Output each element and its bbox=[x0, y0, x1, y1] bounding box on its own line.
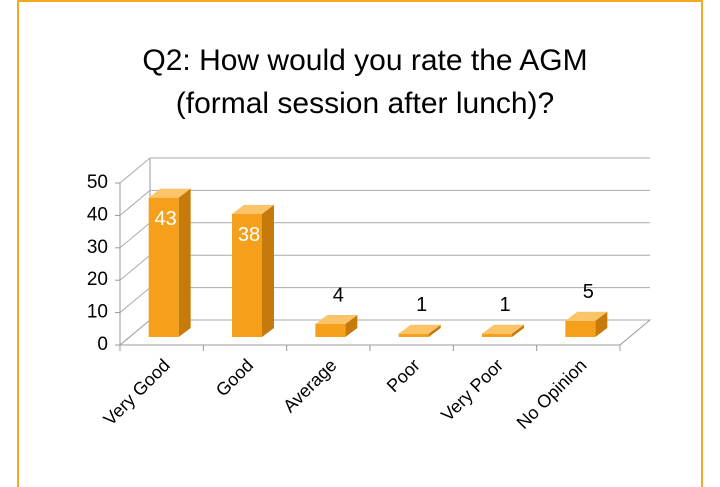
bar bbox=[232, 213, 262, 337]
grid-line bbox=[119, 254, 151, 281]
bar-side bbox=[512, 324, 524, 337]
y-tick-label: 20 bbox=[87, 269, 108, 290]
chart-title: (formal session after lunch)? bbox=[176, 87, 555, 120]
grid-line bbox=[119, 190, 151, 216]
value-label: 43 bbox=[155, 208, 177, 230]
chart-title: Q2: How would you rate the AGM bbox=[142, 44, 587, 77]
grid-line bbox=[119, 222, 151, 249]
value-label: 1 bbox=[416, 294, 427, 316]
bar-top bbox=[482, 324, 524, 334]
y-tick-label: 50 bbox=[87, 172, 108, 193]
bar-top bbox=[232, 204, 274, 214]
y-tick-label: 10 bbox=[87, 302, 108, 323]
y-tick-label: 40 bbox=[87, 204, 108, 225]
bar-side bbox=[345, 315, 358, 337]
bar-top bbox=[148, 188, 191, 198]
bar-side bbox=[595, 311, 608, 337]
bar-side bbox=[428, 324, 441, 337]
grid-line bbox=[119, 287, 151, 313]
grid-line bbox=[119, 157, 151, 184]
bar-side bbox=[262, 204, 274, 337]
bar-top bbox=[315, 315, 358, 325]
y-tick-label: 30 bbox=[87, 237, 108, 258]
frame bbox=[17, 0, 703, 487]
value-label: 38 bbox=[238, 224, 260, 246]
bar bbox=[148, 197, 179, 337]
y-tick-label: 0 bbox=[97, 334, 108, 355]
bar bbox=[482, 333, 512, 337]
value-label: 5 bbox=[583, 281, 594, 303]
grid-line bbox=[119, 319, 151, 346]
bar-side bbox=[178, 188, 191, 337]
bar bbox=[565, 320, 596, 337]
value-label: 1 bbox=[499, 294, 510, 316]
bar-top bbox=[565, 311, 608, 321]
bar bbox=[315, 324, 346, 337]
bar-top bbox=[398, 324, 441, 334]
bar bbox=[398, 333, 429, 337]
value-label: 4 bbox=[333, 284, 344, 306]
